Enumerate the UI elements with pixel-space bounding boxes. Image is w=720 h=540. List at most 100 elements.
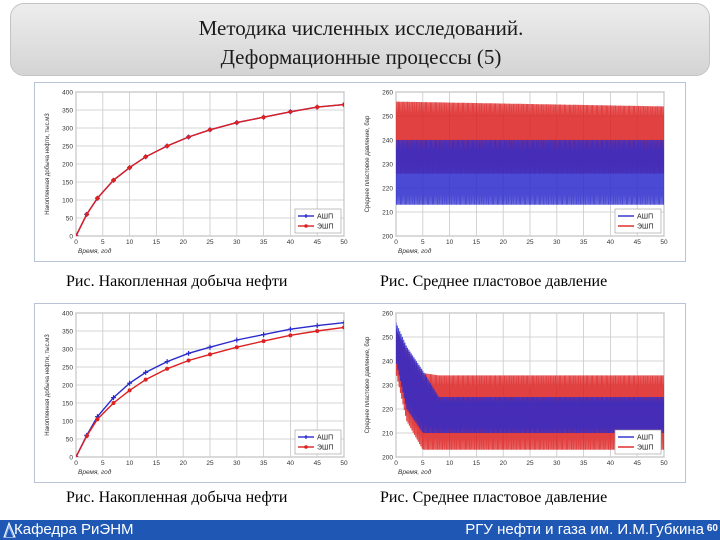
chart-bottom-right-svg: 200 210 220 230 240 250 260 0 5 10 15 20 25 30 35 40 45 5… — [365, 311, 668, 477]
series-line-1 — [76, 322, 344, 457]
y-axis-label: Накопленная добыча нефти, тыс.м3 — [45, 113, 51, 215]
data-point-esh — [208, 127, 212, 132]
data-point-ash — [164, 359, 170, 365]
series-group — [396, 322, 664, 450]
data-point-esh — [315, 105, 320, 110]
x-tick-label: 5 — [101, 239, 105, 246]
legend-marker — [304, 214, 308, 218]
x-tick-label: 40 — [287, 460, 295, 467]
slide-title-line-2: Деформационные процессы (5) — [220, 45, 502, 69]
y-tick-label: 300 — [62, 347, 73, 354]
x-tick-label: 35 — [580, 239, 588, 246]
x-tick-label: 30 — [553, 239, 561, 246]
data-point-esh — [186, 135, 191, 139]
y-tick-label: 0 — [69, 455, 73, 462]
legend-marker — [304, 445, 308, 449]
x-tick-label: 15 — [473, 460, 481, 467]
x-axis-label: Время, год — [78, 468, 112, 476]
legend-box — [614, 208, 662, 234]
legend-label: АШП — [637, 435, 653, 442]
y-tick-label: 400 — [62, 90, 73, 97]
series-group — [396, 101, 664, 205]
x-tick-label: 40 — [287, 239, 295, 246]
x-tick-label: 35 — [580, 460, 588, 467]
y-tick-label: 250 — [62, 144, 73, 151]
y-tick-label: 350 — [62, 329, 73, 336]
y-axis-label: Среднее пластовое давление, бар — [365, 115, 371, 212]
series-group — [76, 102, 344, 236]
data-point-ash — [261, 332, 267, 338]
legend-label: ЭШП — [637, 445, 653, 452]
x-tick-label: 10 — [446, 239, 454, 246]
chart-bottom-left: 0 50 100 150 200 250 300 350 400 0 5 10 15 20 25 30 35 40… — [42, 307, 352, 479]
y-tick-label: 200 — [382, 234, 393, 241]
data-point-esh — [288, 333, 293, 338]
y-tick-label: 240 — [382, 359, 393, 366]
data-point-esh — [111, 401, 116, 405]
x-tick-label: 50 — [660, 460, 668, 467]
x-tick-label: 20 — [500, 460, 508, 467]
data-point-ash — [186, 350, 192, 356]
x-tick-label: 25 — [206, 460, 214, 467]
data-point-esh — [234, 120, 239, 125]
data-point-esh — [342, 325, 344, 330]
y-tick-label: 230 — [382, 383, 393, 390]
legend-label: АШП — [317, 435, 333, 442]
legend-label: ЭШП — [317, 224, 333, 231]
series-line-1 — [396, 101, 664, 174]
x-tick-label: 40 — [607, 460, 615, 467]
data-point-ash — [127, 380, 133, 386]
x-tick-label: 35 — [260, 460, 268, 467]
x-tick-label: 30 — [233, 460, 241, 467]
data-point-esh — [261, 115, 266, 120]
data-point-ash — [207, 344, 213, 350]
caption-top-left: Рис. Накопленная добыча нефти — [66, 273, 288, 290]
y-tick-label: 230 — [382, 162, 393, 169]
y-axis-label: Среднее пластовое давление, бар — [365, 336, 371, 433]
x-tick-label: 30 — [553, 460, 561, 467]
data-point-esh — [165, 144, 170, 148]
data-point-esh — [127, 165, 132, 170]
x-tick-label: 20 — [180, 239, 188, 246]
data-point-esh — [84, 212, 89, 217]
y-tick-label: 200 — [62, 162, 73, 169]
y-tick-label: 100 — [62, 419, 73, 426]
x-axis-label: Время, год — [398, 468, 432, 476]
legend-marker — [304, 224, 308, 228]
y-tick-label: 200 — [62, 383, 73, 390]
x-tick-label: 45 — [314, 460, 322, 467]
y-tick-label: 150 — [62, 401, 73, 408]
x-tick-label: 25 — [526, 460, 534, 467]
series-line-2 — [76, 326, 344, 457]
series-line-2 — [396, 322, 664, 434]
data-point-ash — [111, 395, 117, 401]
x-axis-label: Время, год — [398, 247, 432, 255]
data-point-esh — [76, 455, 78, 457]
x-axis-label: Время, год — [78, 247, 112, 255]
caption-top-right: Рис. Среднее пластовое давление — [380, 273, 608, 290]
legend-box — [294, 429, 342, 455]
y-axis-label: Накопленная добыча нефти, тыс.м3 — [45, 334, 51, 436]
y-tick-label: 200 — [382, 455, 393, 462]
chart-bottom-right: 200 210 220 230 240 250 260 0 5 10 15 20 25 30 35 40 45 5… — [362, 307, 672, 479]
x-tick-label: 25 — [206, 239, 214, 246]
series-line-2 — [76, 103, 344, 236]
x-tick-label: 50 — [660, 239, 668, 246]
data-point-esh — [342, 102, 344, 107]
y-tick-label: 220 — [382, 407, 393, 414]
y-tick-label: 260 — [382, 311, 393, 318]
footer-university: РГУ нефти и газа им. И.М.Губкина — [465, 521, 704, 538]
footer-bar: Кафедра РиЭНМ РГУ нефти и газа им. И.М.Г… — [0, 520, 720, 540]
data-point-esh — [208, 352, 212, 357]
y-tick-label: 260 — [382, 90, 393, 97]
legend-box — [294, 208, 342, 234]
x-tick-label: 15 — [153, 460, 161, 467]
y-tick-label: 150 — [62, 180, 73, 187]
y-tick-label: 240 — [382, 138, 393, 145]
chart-top-left-svg: 0 50 100 150 200 250 300 350 400 0 5 10 15 20 25 30 35 40… — [45, 90, 348, 256]
data-point-ash — [314, 323, 320, 329]
chart-top-left: 0 50 100 150 200 250 300 350 400 0 5 10 15 20 25 30 35 40… — [42, 86, 352, 258]
legend-box — [614, 429, 662, 455]
data-point-ash — [341, 320, 344, 326]
caption-bottom-left: Рис. Накопленная добыча нефти — [66, 489, 288, 506]
